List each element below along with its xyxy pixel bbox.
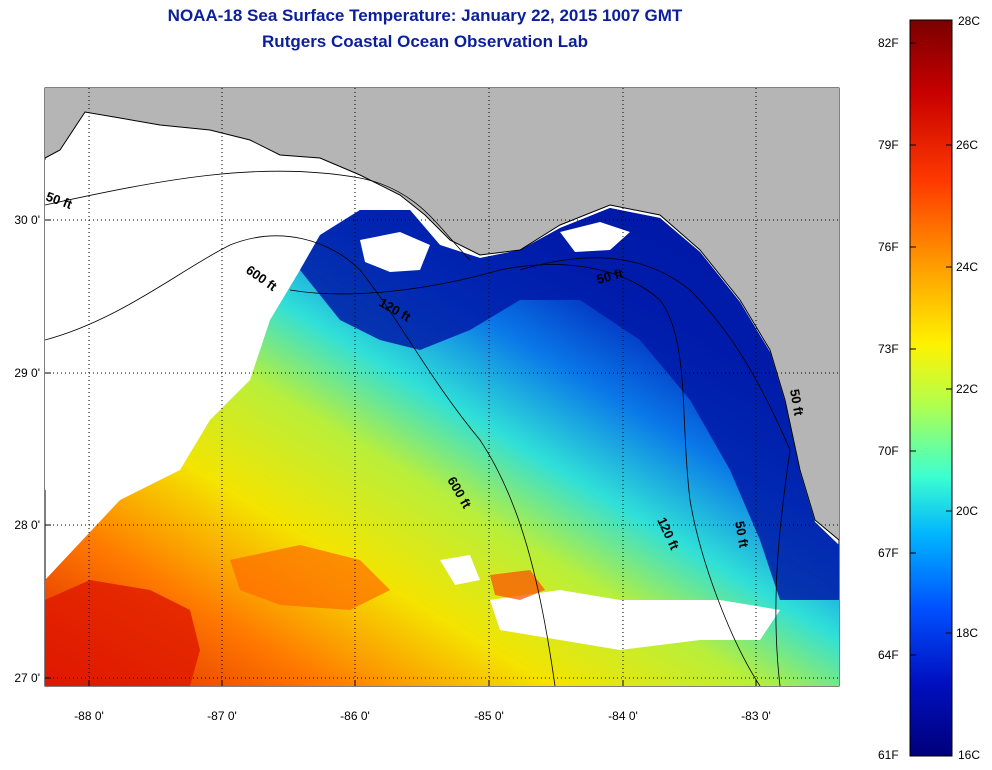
colorbar-c-label: 16C [958, 748, 981, 762]
isobath-label: 50 ft [732, 520, 752, 550]
lon-tick-label: -83 0' [741, 709, 771, 723]
lon-tick-label: -84 0' [608, 709, 638, 723]
cloud-mask [490, 590, 780, 650]
isobath-120ft [289, 264, 761, 686]
colorbar-ticks [910, 42, 952, 656]
warm-patch [490, 570, 545, 600]
lat-tick-label: 27 0' [14, 671, 40, 685]
colorbar-f-label: 73F [878, 342, 899, 356]
land-mass [45, 88, 839, 540]
isobath-50ft-east [519, 257, 791, 686]
lat-tick-label: 28 0' [14, 518, 40, 532]
isobath-600ft-west [45, 235, 556, 686]
isobath-label: 50 ft [787, 388, 807, 418]
graticule [45, 88, 839, 686]
colorbar-f-label: 70F [878, 444, 899, 458]
colorbar-f-label: 76F [878, 240, 899, 254]
map-subtitle: Rutgers Coastal Ocean Observation Lab [262, 32, 588, 51]
lat-tick-label: 30 0' [14, 213, 40, 227]
lon-tick-label: -85 0' [474, 709, 504, 723]
colorbar-c-label: 24C [956, 260, 979, 274]
colorbar-f-label: 64F [878, 648, 899, 662]
colorbar-c-label: 22C [956, 382, 979, 396]
colorbar-c-label: 26C [956, 138, 979, 152]
axis-ticks [45, 219, 757, 686]
colorbar-f-label: 67F [878, 546, 899, 560]
colorbar-c-label: 20C [956, 504, 979, 518]
lat-tick-label: 29 0' [14, 366, 40, 380]
isobath-50ft-west [45, 170, 471, 261]
colorbar-f-label: 79F [878, 138, 899, 152]
colorbar-c-label: 28C [958, 14, 981, 28]
colorbar [909, 19, 953, 757]
cloud-mask [45, 140, 330, 490]
colorbar-c-label: 18C [956, 626, 979, 640]
cloud-mask [440, 555, 480, 585]
cloud-mask [360, 232, 430, 272]
warm-patch [45, 580, 200, 686]
cold-shelf-water [300, 208, 839, 600]
lon-tick-label: -86 0' [340, 709, 370, 723]
colorbar-f-label: 82F [878, 36, 899, 50]
cloud-mask [560, 222, 630, 252]
isobath-label: 50 ft [595, 265, 625, 287]
coastline [45, 111, 839, 541]
colorbar-f-label: 61F [878, 748, 899, 762]
warm-patch [230, 545, 390, 610]
lon-tick-label: -87 0' [207, 709, 237, 723]
map-title: NOAA-18 Sea Surface Temperature: January… [167, 6, 683, 25]
lon-tick-label: -88 0' [74, 709, 104, 723]
